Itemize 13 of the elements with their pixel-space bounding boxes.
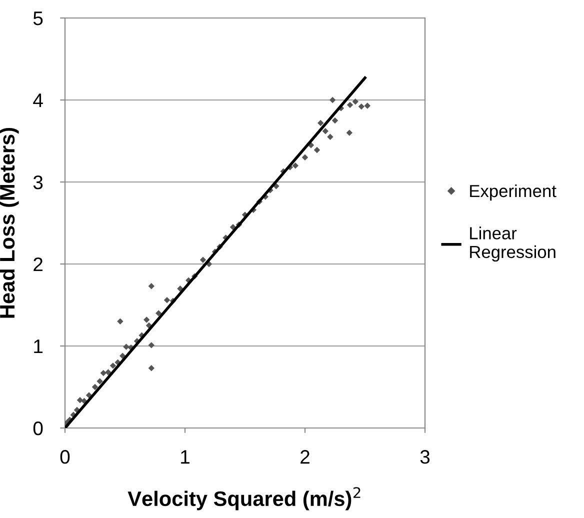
- x-axis-title: Velocity Squared (m/s)$^{2}$: [128, 487, 360, 510]
- y-tick-label: 1: [34, 340, 43, 354]
- y-tick-label: 2: [34, 257, 42, 272]
- y-tick-label: 4: [33, 94, 43, 108]
- x-tick-label: 3: [420, 450, 430, 464]
- legend-label: Linear Regression: [470, 226, 556, 262]
- y-tick-label: 3: [33, 175, 43, 190]
- y-tick-label: 0: [33, 421, 43, 436]
- x-tick-label: 2: [300, 450, 310, 464]
- x-tick-label: 1: [181, 450, 190, 464]
- y-tick-label: 5: [33, 12, 43, 26]
- legend-label: Experiment: [470, 184, 556, 201]
- x-tick-label: 0: [60, 450, 70, 464]
